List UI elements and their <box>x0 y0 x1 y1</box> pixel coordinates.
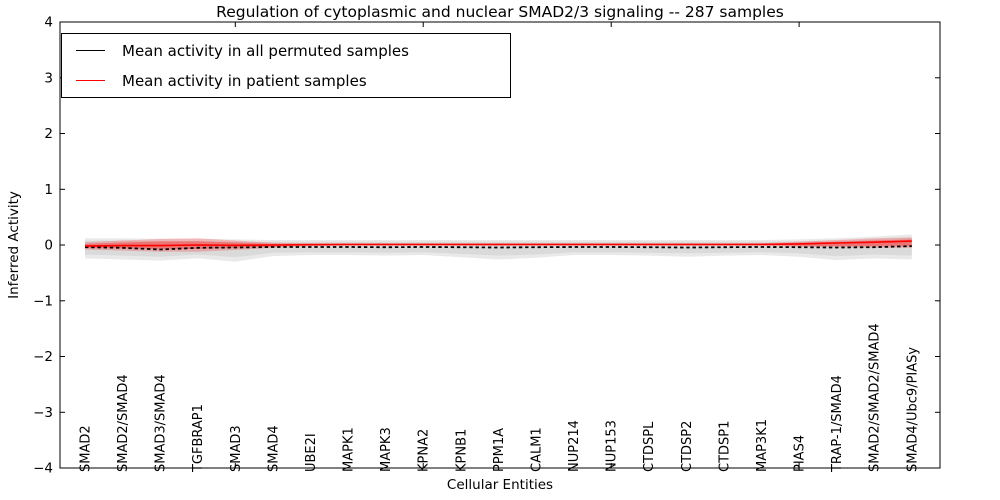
x-entity-label: TRAP-1/SMAD4 <box>830 375 845 473</box>
x-entity-label: SMAD4 <box>266 425 281 472</box>
legend-label-patient: Mean activity in patient samples <box>122 71 367 90</box>
x-entity-label: CTDSPL <box>642 421 657 472</box>
legend-item-patient: Mean activity in patient samples <box>62 66 510 96</box>
series-line-permuted <box>84 245 912 251</box>
chart-title: Regulation of cytoplasmic and nuclear SM… <box>216 3 784 21</box>
x-entity-label: SMAD4/Ubc9/PIASy <box>905 347 920 472</box>
x-entity-label: NUP153 <box>605 420 620 472</box>
x-entity-label: CTDSP1 <box>717 421 732 472</box>
x-entity-label: CTDSP2 <box>680 421 695 472</box>
x-entity-label: TGFBRAP1 <box>191 404 206 473</box>
x-entity-label: PPM1A <box>492 428 507 472</box>
y-tick-label: 2 <box>44 126 53 142</box>
x-entity-label: KPNB1 <box>454 429 469 472</box>
confidence-band-permuted-range-inner <box>85 237 912 258</box>
y-tick-label: 0 <box>44 238 53 254</box>
x-entity-label: NUP214 <box>567 420 582 472</box>
y-tick-label: 3 <box>44 70 53 86</box>
y-tick-label: 1 <box>44 182 53 198</box>
patient-line-swatch-icon <box>76 80 105 81</box>
legend-label-permuted: Mean activity in all permuted samples <box>122 41 409 60</box>
x-entity-label: SMAD2/SMAD2/SMAD4 <box>868 323 883 472</box>
x-entity-label: KPNA2 <box>417 429 432 472</box>
y-tick-label: −3 <box>33 405 53 421</box>
x-entity-label: MAPK3 <box>379 427 394 472</box>
x-entity-label: CALM1 <box>529 427 544 472</box>
x-entity-label: MAP3K1 <box>755 419 770 472</box>
permuted-line-swatch-icon <box>76 50 105 51</box>
legend: Mean activity in all permuted samples Me… <box>61 33 511 98</box>
x-entity-label: MAPK1 <box>342 427 357 472</box>
y-tick-label: −2 <box>33 349 53 365</box>
x-entity-label: UBE2I <box>304 433 319 472</box>
x-entity-label: SMAD3 <box>229 425 244 472</box>
series-line-patient <box>84 240 912 247</box>
y-tick-label: 4 <box>44 15 53 31</box>
y-axis-label: Inferred Activity <box>6 191 22 299</box>
x-entity-label: SMAD2 <box>78 425 93 472</box>
x-axis-label: Cellular Entities <box>446 477 554 493</box>
legend-item-permuted: Mean activity in all permuted samples <box>62 36 510 66</box>
y-tick-label: −4 <box>33 461 53 477</box>
x-entity-label: SMAD3/SMAD4 <box>154 374 169 472</box>
x-entity-label: PIAS4 <box>793 435 808 472</box>
x-entity-label: SMAD2/SMAD4 <box>116 374 131 472</box>
y-tick-label: −1 <box>33 293 53 309</box>
